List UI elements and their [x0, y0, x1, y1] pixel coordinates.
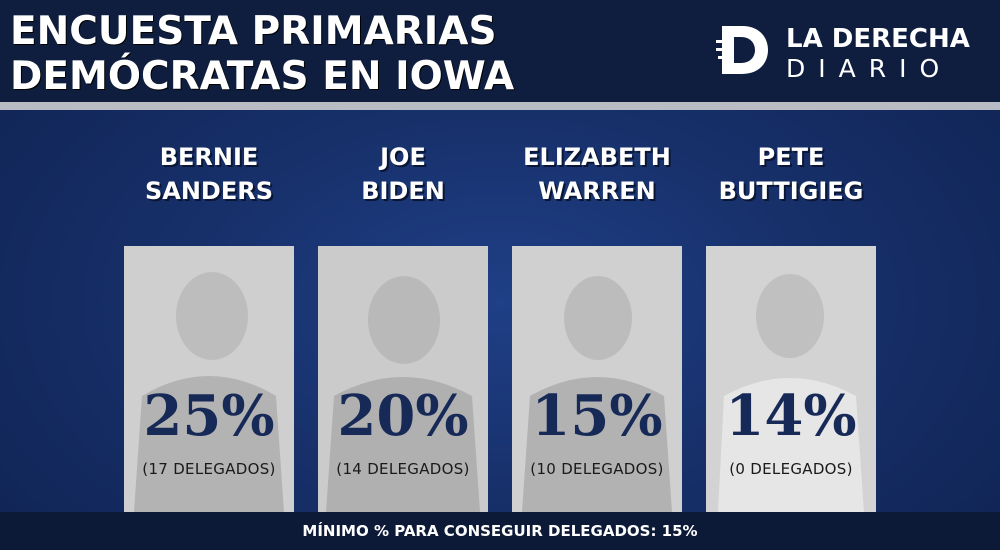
portrait-silhouette-icon: [318, 246, 488, 512]
candidate-photo: 15% (10 DELEGADOS): [512, 246, 682, 512]
title-line-1: ENCUESTA PRIMARIAS: [10, 9, 497, 54]
candidate-last-name: SANDERS: [144, 177, 274, 205]
footer-bar: MÍNIMO % PARA CONSEGUIR DELEGADOS: 15%: [0, 512, 1000, 550]
candidate-name: ELIZABETH WARREN: [502, 140, 692, 208]
delegate-count: (0 DELEGADOS): [729, 460, 853, 478]
portrait-silhouette-icon: [512, 246, 682, 512]
la-derecha-logo-icon: [716, 26, 768, 74]
candidate-card: JOE BIDEN 20% (14 DELEGADOS): [308, 140, 498, 512]
brand-name-line-2: DIARIO: [786, 54, 953, 83]
portrait-silhouette-icon: [706, 246, 876, 512]
poll-percentage: 14%: [725, 383, 857, 449]
candidate-photo: 20% (14 DELEGADOS): [318, 246, 488, 512]
candidate-first-name: PETE: [757, 143, 825, 171]
delegate-count: (14 DELEGADOS): [336, 460, 470, 478]
threshold-note: MÍNIMO % PARA CONSEGUIR DELEGADOS: 15%: [302, 522, 698, 540]
brand-name-line-1: LA DERECHA: [786, 24, 970, 54]
candidate-photo: 25% (17 DELEGADOS): [124, 246, 294, 512]
poll-percentage: 15%: [531, 383, 663, 449]
candidate-name: BERNIE SANDERS: [114, 140, 304, 208]
title-line-2: DEMÓCRATAS EN IOWA: [10, 54, 515, 99]
candidate-name: JOE BIDEN: [308, 140, 498, 208]
candidate-first-name: JOE: [380, 143, 426, 171]
candidate-first-name: ELIZABETH: [523, 143, 671, 171]
candidate-last-name: BIDEN: [361, 177, 445, 205]
poll-percentage: 25%: [143, 383, 275, 449]
header-bar: ENCUESTA PRIMARIAS DEMÓCRATAS EN IOWA LA…: [0, 0, 1000, 102]
candidate-photo: 14% (0 DELEGADOS): [706, 246, 876, 512]
candidate-last-name: BUTTIGIEG: [718, 177, 864, 205]
candidate-name: PETE BUTTIGIEG: [696, 140, 886, 208]
candidate-last-name: WARREN: [538, 177, 656, 205]
delegate-count: (10 DELEGADOS): [530, 460, 664, 478]
candidate-card: ELIZABETH WARREN 15% (10 DELEGADOS): [502, 140, 692, 512]
candidate-card: PETE BUTTIGIEG 14% (0 DELEGADOS): [696, 140, 886, 512]
candidate-first-name: BERNIE: [159, 143, 259, 171]
candidate-card: BERNIE SANDERS 25% (17 DELEGADOS): [114, 140, 304, 512]
portrait-silhouette-icon: [124, 246, 294, 512]
poll-percentage: 20%: [337, 383, 469, 449]
header-divider: [0, 102, 1000, 110]
delegate-count: (17 DELEGADOS): [142, 460, 276, 478]
